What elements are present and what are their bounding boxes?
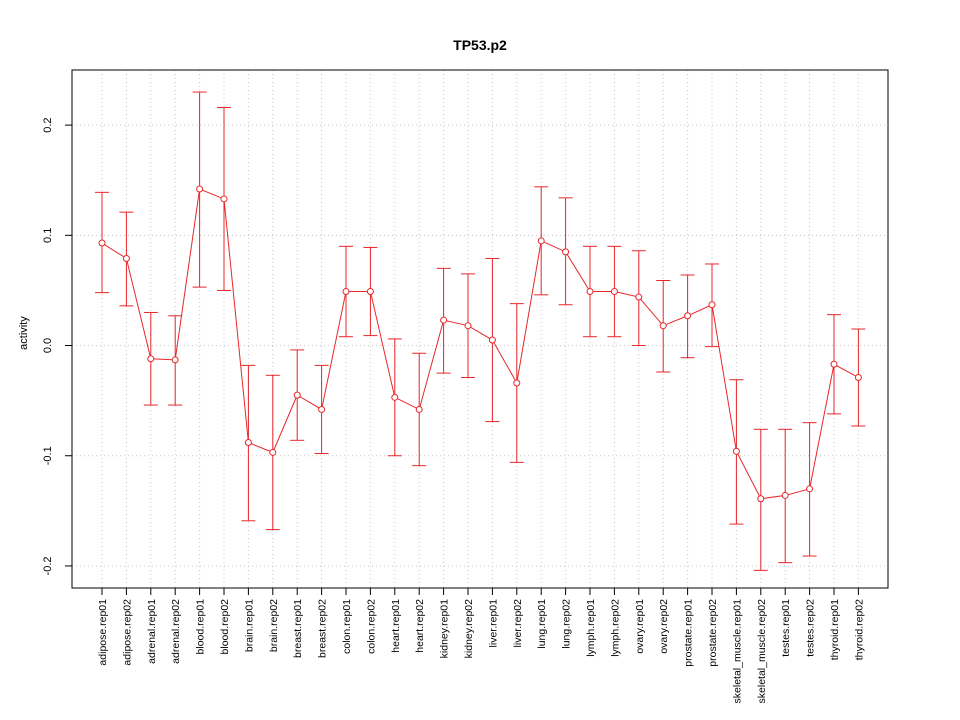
data-point [659, 322, 667, 330]
data-point [342, 288, 350, 296]
data-point [732, 447, 740, 455]
x-tick-label: lymph.rep01 [585, 599, 597, 657]
data-point [440, 316, 448, 324]
data-point [171, 356, 179, 364]
y-tick-label: 0.1 [42, 228, 54, 243]
data-point [562, 248, 570, 256]
data-point [488, 336, 496, 344]
x-tick-label: heart.rep02 [414, 599, 426, 653]
data-point [147, 355, 155, 363]
data-point [196, 185, 204, 193]
x-tick-label: testes.rep01 [780, 599, 792, 657]
data-point [830, 360, 838, 368]
x-axis: adipose.rep01 adipose.rep02 adrenal.rep01 a… [97, 588, 865, 703]
x-tick-label: thyroid.rep01 [829, 599, 841, 660]
x-tick-label: kidney.rep02 [463, 599, 475, 659]
x-tick-label: brain.rep02 [268, 599, 280, 652]
y-tick-label: -0.2 [42, 556, 54, 575]
chart-title: TP53.p2 [453, 37, 507, 53]
series [95, 91, 866, 571]
x-tick-label: brain.rep01 [243, 599, 255, 652]
data-point [854, 373, 862, 381]
data-point [269, 448, 277, 456]
data-point [318, 405, 326, 413]
x-tick-label: breast.rep02 [317, 599, 329, 658]
data-point [708, 301, 716, 309]
x-tick-label: colon.rep02 [365, 599, 377, 654]
x-tick-label: adipose.rep01 [97, 599, 109, 666]
grid [72, 70, 888, 588]
x-tick-label: ovary.rep01 [634, 599, 646, 654]
x-tick-label: adipose.rep02 [121, 599, 133, 666]
data-point [464, 322, 472, 330]
data-point [244, 439, 252, 447]
data-point [537, 237, 545, 245]
data-point [391, 393, 399, 401]
data-point [366, 288, 374, 296]
x-tick-label: skeletal_muscle.rep02 [756, 599, 768, 704]
data-point [293, 391, 301, 399]
x-tick-label: thyroid.rep02 [853, 599, 865, 660]
x-tick-label: heart.rep01 [390, 599, 402, 653]
x-tick-label: testes.rep02 [805, 599, 817, 657]
data-point [220, 195, 228, 203]
x-tick-label: liver.rep02 [512, 599, 524, 648]
y-axis: -0.2 -0.1 0.0 0.1 0.2 [42, 117, 72, 575]
x-tick-label: lung.rep01 [536, 599, 548, 649]
y-tick-label: 0.0 [42, 338, 54, 353]
data-point [415, 405, 423, 413]
x-tick-label: kidney.rep01 [439, 599, 451, 659]
y-axis-label: activity [18, 316, 30, 350]
x-tick-label: adrenal.rep01 [146, 599, 158, 664]
data-point [781, 491, 789, 499]
x-tick-label: lymph.rep02 [609, 599, 621, 657]
x-tick-label: ovary.rep02 [658, 599, 670, 654]
data-point [513, 379, 521, 387]
y-tick-label: -0.1 [42, 446, 54, 465]
data-point [757, 495, 765, 503]
data-point [806, 485, 814, 493]
y-tick-label: 0.2 [42, 117, 54, 132]
x-tick-label: skeletal_muscle.rep01 [731, 599, 743, 704]
x-tick-label: colon.rep01 [341, 599, 353, 654]
plot-frame [71, 69, 889, 589]
data-point [122, 254, 130, 262]
data-point [586, 288, 594, 296]
x-tick-label: liver.rep01 [487, 599, 499, 648]
x-tick-label: lung.rep02 [561, 599, 573, 649]
series-line [101, 188, 859, 500]
x-tick-label: blood.rep02 [219, 599, 231, 655]
x-tick-label: adrenal.rep02 [170, 599, 182, 664]
data-point [98, 239, 106, 247]
x-tick-label: blood.rep01 [195, 599, 207, 655]
data-point [684, 312, 692, 320]
x-tick-label: prostate.rep02 [707, 599, 719, 667]
data-point [610, 288, 618, 296]
x-tick-label: breast.rep01 [292, 599, 304, 658]
x-tick-label: prostate.rep01 [683, 599, 695, 667]
data-point [635, 293, 643, 301]
